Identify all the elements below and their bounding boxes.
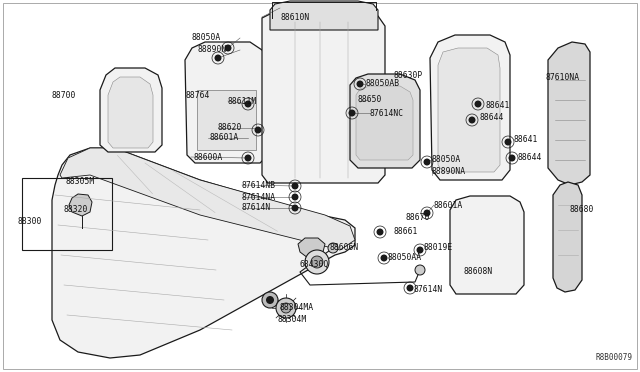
Text: 88641: 88641 — [485, 100, 509, 109]
Text: 88050A: 88050A — [192, 33, 221, 42]
Circle shape — [474, 100, 481, 108]
Circle shape — [291, 183, 298, 189]
Text: 88050AB: 88050AB — [365, 80, 399, 89]
Circle shape — [381, 254, 387, 262]
Text: 88644: 88644 — [518, 153, 542, 161]
Circle shape — [305, 250, 329, 274]
Polygon shape — [100, 68, 162, 152]
Polygon shape — [52, 148, 355, 358]
Circle shape — [356, 80, 364, 87]
Text: 87610NA: 87610NA — [545, 74, 579, 83]
Text: R8B00079: R8B00079 — [595, 353, 632, 362]
Polygon shape — [553, 182, 582, 292]
Circle shape — [376, 228, 383, 235]
Circle shape — [291, 193, 298, 201]
Text: 88320: 88320 — [63, 205, 88, 214]
Circle shape — [349, 109, 355, 116]
Text: 68430Q: 68430Q — [299, 260, 328, 269]
Polygon shape — [185, 42, 268, 163]
Text: 87614N: 87614N — [413, 285, 442, 295]
Text: 88304M: 88304M — [278, 315, 307, 324]
Polygon shape — [108, 77, 153, 148]
Circle shape — [276, 298, 296, 318]
Text: 88305M: 88305M — [65, 177, 94, 186]
Polygon shape — [69, 194, 92, 216]
Text: 88600A: 88600A — [193, 153, 222, 161]
Text: 88641: 88641 — [513, 135, 538, 144]
Text: 87614N: 87614N — [242, 203, 271, 212]
Circle shape — [244, 100, 252, 108]
Text: 88304MA: 88304MA — [280, 304, 314, 312]
Text: 87614NA: 87614NA — [242, 192, 276, 202]
Circle shape — [328, 243, 338, 253]
Text: 88644: 88644 — [480, 113, 504, 122]
Circle shape — [424, 158, 431, 166]
Polygon shape — [298, 238, 325, 258]
Polygon shape — [350, 74, 420, 168]
Text: 88606N: 88606N — [330, 244, 359, 253]
Text: 88610N: 88610N — [280, 13, 310, 22]
Text: 88680: 88680 — [570, 205, 595, 215]
Polygon shape — [60, 148, 355, 250]
Circle shape — [214, 55, 221, 61]
Text: 88630P: 88630P — [393, 71, 422, 80]
Circle shape — [468, 116, 476, 124]
Circle shape — [225, 45, 232, 51]
Circle shape — [417, 247, 424, 253]
Text: 88608N: 88608N — [463, 266, 492, 276]
Text: 88050A: 88050A — [432, 155, 461, 164]
Text: 88670: 88670 — [406, 212, 430, 221]
Circle shape — [415, 265, 425, 275]
Circle shape — [424, 209, 431, 217]
Circle shape — [255, 126, 262, 134]
Circle shape — [291, 205, 298, 212]
Text: 87614NC: 87614NC — [370, 109, 404, 118]
Polygon shape — [450, 196, 524, 294]
Polygon shape — [548, 42, 590, 185]
Text: 88890NA: 88890NA — [432, 167, 466, 176]
Circle shape — [504, 138, 511, 145]
Circle shape — [406, 285, 413, 292]
Text: 88611M: 88611M — [228, 96, 257, 106]
Text: 88300: 88300 — [18, 218, 42, 227]
Text: 87614NB: 87614NB — [242, 180, 276, 189]
Circle shape — [244, 154, 252, 161]
Circle shape — [509, 154, 515, 161]
Text: 88661: 88661 — [393, 228, 417, 237]
Text: 88019E: 88019E — [424, 244, 453, 253]
Text: 88890N: 88890N — [198, 45, 227, 55]
Polygon shape — [270, 1, 378, 30]
Polygon shape — [356, 86, 413, 160]
Polygon shape — [430, 35, 510, 180]
Circle shape — [281, 303, 291, 313]
Text: 88601A: 88601A — [434, 201, 463, 209]
Circle shape — [311, 256, 323, 268]
Text: 88764: 88764 — [186, 90, 211, 99]
Circle shape — [266, 296, 274, 304]
Text: 88601A: 88601A — [210, 134, 239, 142]
Polygon shape — [197, 90, 256, 150]
Text: 88620: 88620 — [218, 124, 243, 132]
Circle shape — [262, 292, 278, 308]
Polygon shape — [438, 48, 500, 172]
Text: 88050AA: 88050AA — [387, 253, 421, 263]
Polygon shape — [262, 10, 385, 183]
Text: 88650: 88650 — [358, 96, 382, 105]
Text: 88700: 88700 — [52, 90, 76, 99]
